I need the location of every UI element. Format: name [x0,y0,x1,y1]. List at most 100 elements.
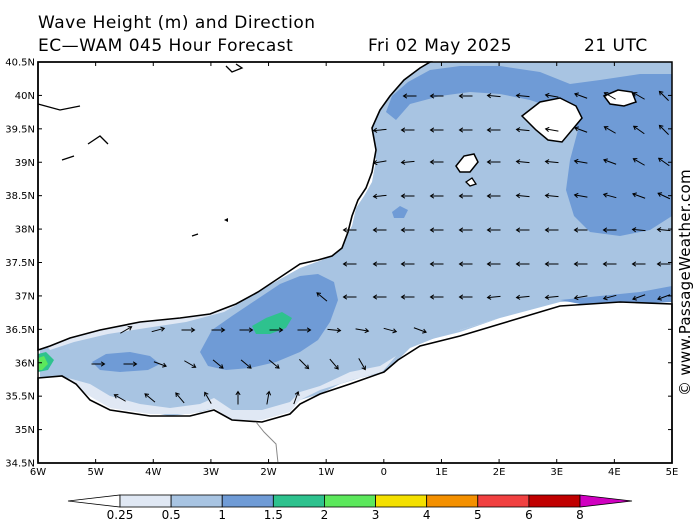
wave-arrow [486,294,501,300]
legend-swatch [221,494,274,508]
wave-arrow [342,261,357,267]
forecast-time: 21 UTC [584,36,648,56]
wave-arrow [429,127,444,133]
lat-label: 37N [15,291,35,302]
wave-arrow [402,93,417,99]
legend-swatch [375,494,428,508]
legend-level-label: 4 [423,508,431,522]
legend-under [67,494,121,508]
lat-label: 35N [15,425,35,436]
lon-label: 4E [608,467,621,478]
wave-arrow [299,359,310,370]
wave-arrow [458,93,473,99]
wave-arrow [515,159,530,165]
wave-arrow [269,327,284,333]
lon-label: 4W [145,467,161,478]
wave-arrow [486,93,501,99]
wave-arrow [656,227,671,233]
wave-arrow [383,327,398,334]
wave-zone-small [392,206,408,218]
lon-label: 2E [493,467,506,478]
longitude-axis: 6W 5W 4W 3W 2W 1W 0 1E 2E 3E 4E 5E [30,62,678,478]
wave-arrow [515,193,530,199]
wave-arrow [632,92,645,100]
wave-arrow [515,127,530,133]
wave-arrow [458,294,473,300]
wave-arrow [212,359,224,369]
wave-arrow [91,361,106,367]
mallorca-island [520,97,583,143]
wave-arrow [544,261,559,267]
lon-label: 1E [435,467,448,478]
wave-arrow [486,261,501,267]
wave-arrows [91,90,671,405]
lon-label: 5E [666,467,679,478]
wave-arrow [268,359,280,369]
wave-arrow [400,159,415,165]
lon-label: 3E [550,467,563,478]
wave-arrow [544,193,559,199]
wave-arrow [120,326,133,334]
lat-label: 40N [15,91,35,102]
wave-arrow [658,124,669,135]
wave-arrow [573,227,588,233]
lat-label: 35.5N [5,392,35,403]
wave-arrow [573,192,588,198]
wave-arrow [204,391,212,404]
wave-arrow [602,261,617,267]
wave-arrow [515,261,530,267]
wave-arrow [632,192,646,199]
wave-arrow [429,159,444,165]
lat-label: 39N [15,158,35,169]
lat-label: 36N [15,358,35,369]
wave-arrow [400,193,415,199]
wave-arrow [631,227,646,233]
wave-arrow [372,160,387,166]
wave-arrow [458,227,473,233]
formentera-island [464,177,478,187]
legend-level-label: 5 [474,508,482,522]
wave-arrow [657,192,671,200]
wave-arrow [175,392,185,404]
sea-field-light [40,62,672,418]
wave-arrow [400,294,415,300]
legend-level-label: 3 [372,508,380,522]
legend-swatch [528,494,581,508]
lat-label: 36.5N [5,325,35,336]
legend-swatch [272,494,325,508]
wave-arrow [602,227,617,233]
wave-zone-green [252,312,292,334]
lat-label: 40.5N [5,58,35,69]
wave-arrow [144,393,156,403]
legend-level-label: 1.5 [264,508,283,522]
wave-arrow [486,193,501,199]
wave-arrow [429,193,444,199]
wave-arrow [400,127,415,133]
legend-swatch [477,494,530,508]
wave-arrow [358,358,366,371]
wave-arrow [632,125,645,135]
legend-swatch [170,494,223,508]
lon-label: 0 [381,467,387,478]
wave-arrow [184,360,197,368]
wave-arrow [515,93,530,99]
wave-arrow [181,327,196,333]
wave-arrow [316,292,328,302]
wave-arrow [544,92,559,98]
wave-arrow [372,294,387,300]
wave-arrow [632,294,646,301]
wave-arrow [400,227,415,233]
lat-label: 37.5N [5,258,35,269]
africa-landmass [37,301,673,464]
wave-arrow [657,157,670,167]
wave-arrow [544,126,559,132]
wave-height-legend: 0.25 0.5 1 1.5 2 3 4 5 6 8 [67,494,633,522]
lat-label: 34.5N [5,459,35,470]
wave-arrow [151,326,166,333]
wave-arrow [573,295,588,301]
lon-label: 1W [318,467,334,478]
wave-arrow [400,261,415,267]
wave-arrow [458,261,473,267]
lon-label: 6W [30,467,46,478]
wave-arrow [656,261,671,267]
